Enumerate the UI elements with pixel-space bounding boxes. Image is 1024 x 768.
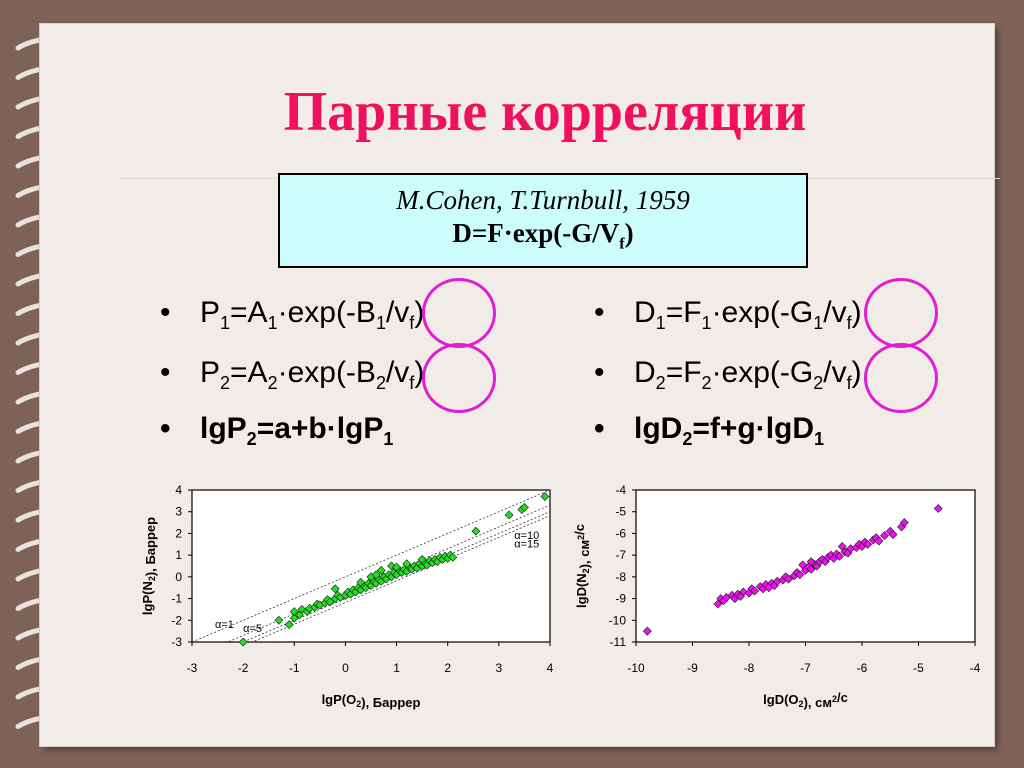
data-point — [880, 531, 890, 541]
x-tick-label: 1 — [393, 661, 400, 675]
y-tick-label: 2 — [175, 526, 182, 540]
alpha-label: α=5 — [243, 623, 262, 635]
data-point — [356, 577, 366, 587]
data-point — [504, 510, 514, 520]
alpha-label: α=1 — [215, 619, 234, 631]
page-title: Парные корреляции — [283, 81, 807, 143]
data-point — [795, 570, 805, 580]
reference-line — [251, 515, 550, 642]
bullet-d2: • D2=F2·exp(-G2/vf) — [594, 356, 862, 393]
data-point — [736, 591, 745, 601]
x-tick-label: 3 — [496, 661, 503, 675]
bullet-lgp-correlation: • lgP2=a+b·lgP1 — [160, 412, 394, 449]
data-point — [520, 502, 529, 512]
reference-equation: D=F·exp(-G/Vf) — [452, 218, 634, 253]
y-tick-label: -3 — [171, 635, 182, 649]
x-tick-label: -10 — [627, 661, 645, 675]
y-axis-label: lgD(N2), см2/с — [572, 524, 592, 608]
x-tick-label: 0 — [342, 661, 349, 675]
x-tick-label: -1 — [289, 661, 300, 675]
y-tick-label: -1 — [171, 592, 182, 606]
bullet-p2: • P2=A2·exp(-B2/vf) — [160, 356, 425, 393]
y-tick-label: -7 — [615, 548, 626, 562]
data-point — [863, 539, 873, 549]
y-tick-label: -2 — [171, 613, 182, 627]
data-point — [238, 637, 248, 647]
reference-lines — [192, 490, 550, 642]
data-point — [392, 562, 401, 572]
x-tick-label: -5 — [913, 661, 924, 675]
data-point — [284, 620, 294, 630]
permeability-scatter-chart: -3 -2 -1 0 1 2 3 4 -3 -2 -1 0 1 2 3 4 lgP(O2), Баррер lgP… — [140, 483, 554, 710]
reference-line — [192, 490, 550, 642]
data-point — [376, 565, 386, 575]
y-tick-label: -4 — [615, 483, 626, 497]
y-tick-label: -11 — [610, 635, 627, 649]
x-tick-label: -7 — [800, 661, 811, 675]
x-tick-label: -3 — [187, 661, 198, 675]
bullet-lgd-correlation: • lgD2=f+g·lgD1 — [594, 412, 825, 449]
highlight-circle-g1 — [864, 278, 938, 348]
data-point — [888, 530, 898, 539]
data-point — [784, 574, 793, 584]
data-point — [448, 552, 458, 562]
data-point — [874, 536, 884, 546]
x-tick-label: -9 — [687, 661, 698, 675]
reference-line — [242, 511, 550, 642]
y-tick-label: -5 — [615, 505, 626, 519]
data-point — [274, 615, 284, 625]
highlight-circle-b1 — [422, 278, 496, 348]
x-axis-label: lgD(O2), см2/с — [763, 690, 848, 710]
data-point — [289, 607, 299, 617]
data-point — [764, 583, 774, 593]
data-point — [834, 551, 844, 561]
reference-line — [226, 504, 550, 642]
y-tick-label: 0 — [175, 570, 182, 584]
data-point — [750, 586, 760, 596]
x-axis-label: lgP(O2), Баррер — [322, 692, 421, 710]
x-tick-label: -2 — [238, 661, 249, 675]
data-point — [471, 526, 481, 536]
data-point — [371, 570, 381, 580]
data-point — [297, 605, 307, 614]
data-point — [798, 560, 808, 570]
data-point — [899, 518, 909, 527]
y-tick-label: -10 — [609, 613, 627, 627]
highlight-circle-g2 — [864, 343, 938, 413]
bullet-p1: • P1=A1·exp(-B1/vf) — [160, 296, 425, 333]
reference-box: M.Cohen, T.Turnbull, 1959 D=F·exp(-G/Vf) — [278, 173, 808, 268]
data-point — [933, 504, 943, 513]
data-point — [330, 584, 340, 594]
diffusion-scatter-chart: -10 -9 -8 -7 -6 -5 -4-11-10-9-8-7-6-5-4lgD(O2)… — [572, 483, 981, 710]
alpha-label: α=15 — [514, 539, 539, 551]
x-tick-label: 2 — [444, 661, 451, 675]
y-axis-label: lgP(N2), Баррер — [140, 517, 158, 615]
x-tick-label: 4 — [547, 661, 554, 675]
y-tick-label: 1 — [175, 548, 182, 562]
data-point — [417, 555, 427, 564]
x-tick-label: -4 — [970, 661, 981, 675]
data-point — [806, 557, 816, 567]
x-tick-label: -8 — [744, 661, 755, 675]
data-point — [540, 492, 550, 501]
data-point — [402, 559, 412, 569]
y-tick-label: -9 — [615, 592, 626, 606]
highlight-circle-b2 — [422, 343, 496, 413]
data-point — [837, 542, 847, 551]
reference-authors: M.Cohen, T.Turnbull, 1959 — [396, 185, 690, 215]
y-tick-label: -6 — [615, 526, 626, 540]
x-tick-label: -6 — [857, 661, 868, 675]
plot-area — [191, 489, 551, 643]
y-tick-label: 3 — [175, 505, 182, 519]
alpha-label: α=10 — [514, 530, 539, 542]
data-point — [642, 626, 652, 636]
y-tick-label: -8 — [615, 570, 626, 584]
bullet-d1: • D1=F1·exp(-G1/vf) — [594, 296, 862, 333]
y-tick-label: 4 — [175, 483, 182, 497]
